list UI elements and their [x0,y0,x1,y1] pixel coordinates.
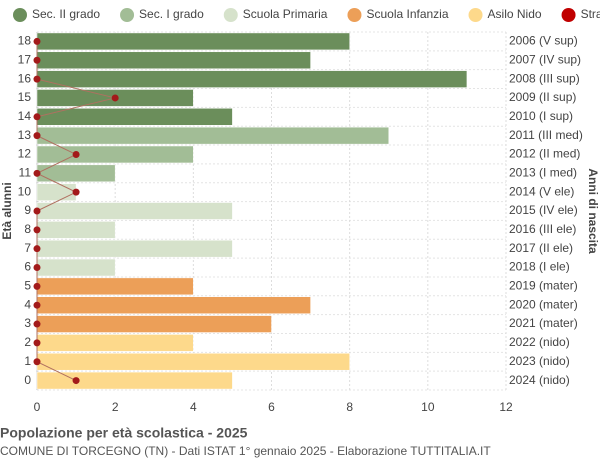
bar [36,108,233,126]
y-axis-label: Età alunni [0,182,14,239]
bar [36,221,116,239]
y2-tick-label: 2023 (nido) [509,354,570,368]
y-tick-label: 4 [24,297,31,311]
y2-tick-label: 2010 (I sup) [509,109,573,123]
y2-tick-label: 2015 (IV ele) [509,203,578,217]
point [33,358,41,366]
y2-tick-label: 2007 (IV sup) [509,52,581,66]
point [72,377,80,385]
y2-tick-label: 2012 (II med) [509,147,580,161]
bar [36,239,233,258]
x-tick-label: 6 [268,400,275,414]
x-tick-label: 10 [421,400,435,414]
point [33,113,41,121]
legend-swatch [223,8,238,22]
y2-tick-label: 2011 (III med) [509,128,583,142]
y-tick-label: 3 [24,316,31,330]
point [33,245,41,253]
bar [36,32,350,51]
point [33,75,41,83]
legend-label: Scuola Infanzia [366,7,448,21]
point [33,301,41,309]
y2-tick-label: 2014 (V ele) [509,184,574,198]
legend-label: Asilo Nido [488,7,542,21]
point [72,188,80,196]
y2-axis-label: Anni di nascita [586,168,600,254]
bar [36,70,468,88]
y2-tick-label: 2018 (I ele) [509,260,570,274]
bar [36,315,272,333]
y-tick-label: 18 [18,34,32,48]
y-tick-label: 11 [19,165,32,179]
y-tick-label: 2 [24,335,31,349]
legend-label: Stranieri [581,7,600,21]
legend-swatch [120,8,135,22]
bar [36,126,389,145]
legend-swatch [347,8,362,22]
legend-label: Scuola Primaria [243,7,328,21]
y2-tick-label: 2024 (nido) [509,373,570,387]
point [33,169,41,177]
y2-tick-label: 2009 (II sup) [509,90,576,104]
point [33,282,41,290]
y-tick-label: 15 [18,90,32,104]
y2-tick-label: 2016 (III ele) [509,222,576,236]
point [33,207,41,215]
point [111,94,119,102]
y-tick-label: 0 [24,373,31,387]
chart-subtitle: COMUNE DI TORCEGNO (TN) - Dati ISTAT 1° … [0,444,491,458]
y-tick-label: 12 [18,147,32,161]
y2-tick-label: 2008 (III sup) [509,71,580,85]
y2-tick-label: 2006 (V sup) [509,34,578,48]
y2-tick-label: 2017 (II ele) [509,241,573,255]
y2-tick-label: 2019 (mater) [509,279,578,293]
x-tick-label: 4 [190,400,197,414]
y-tick-label: 17 [18,52,32,66]
bar [36,202,233,220]
point [33,56,41,64]
y-tick-label: 1 [24,354,31,368]
x-tick-label: 12 [499,400,513,414]
legend-label: Sec. I grado [139,7,204,21]
bar [36,145,194,164]
y-tick-label: 5 [24,279,31,293]
y-tick-label: 13 [18,128,32,142]
point [33,37,41,45]
point [33,320,41,328]
point [72,150,80,158]
legend-swatch [468,8,483,22]
bar [36,371,233,390]
y2-tick-label: 2020 (mater) [509,297,578,311]
point [33,339,41,347]
y2-tick-label: 2022 (nido) [509,335,570,349]
bar [36,353,350,371]
y-tick-label: 16 [18,71,32,85]
y2-tick-label: 2021 (mater) [509,316,578,330]
bar [36,183,77,201]
x-tick-label: 0 [34,400,41,414]
bar [36,51,311,69]
point [33,132,41,140]
point [33,226,41,234]
legend-swatch [13,8,27,22]
y-tick-label: 10 [18,184,32,198]
legend-label: Sec. II grado [32,7,100,21]
point [33,264,41,272]
chart-title: Popolazione per età scolastica - 2025 [0,425,248,441]
x-tick-label: 2 [112,400,119,414]
y-tick-label: 8 [24,222,31,236]
bar [36,334,194,352]
x-tick-label: 8 [346,400,353,414]
y-tick-label: 6 [24,260,31,274]
bar [36,296,311,314]
bar [36,258,116,277]
legend-swatch [561,8,576,22]
y-tick-label: 9 [24,203,31,217]
y-tick-label: 14 [18,109,32,123]
y-tick-label: 7 [24,241,31,255]
bar [36,277,194,296]
y2-tick-label: 2013 (I med) [509,165,577,179]
